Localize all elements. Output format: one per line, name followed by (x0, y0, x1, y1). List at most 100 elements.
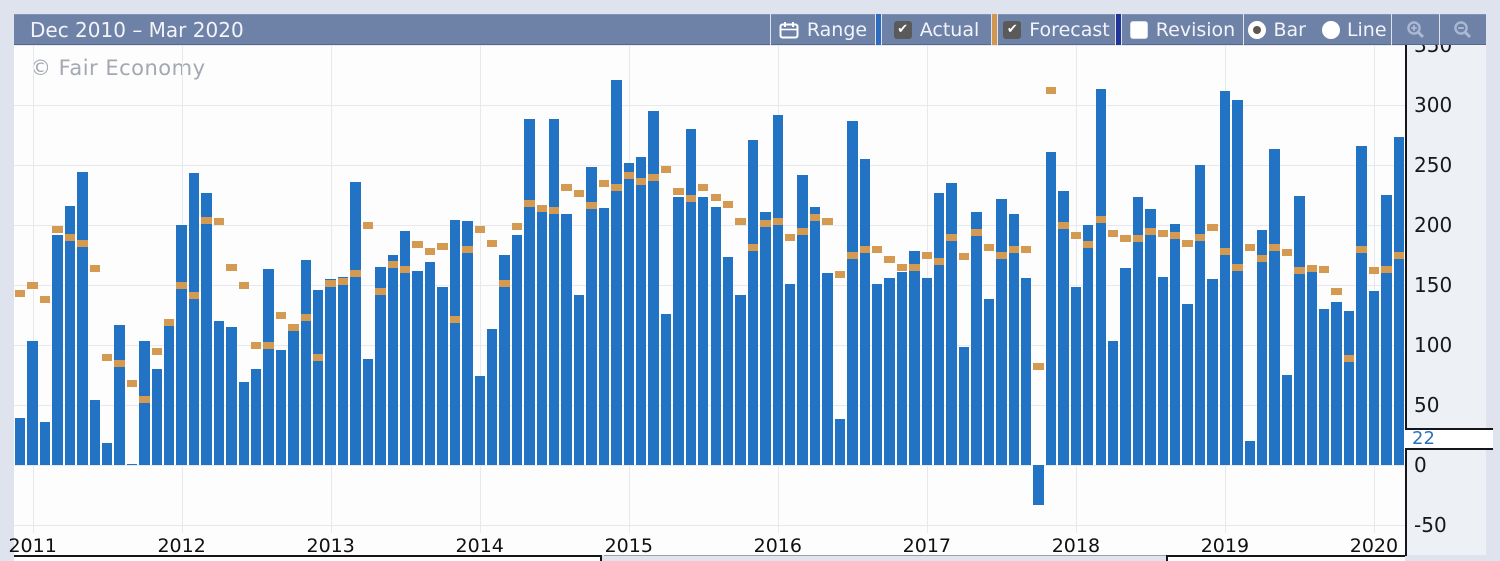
zoom-out-button[interactable] (1440, 14, 1486, 45)
zoom-in-icon (1405, 19, 1427, 41)
marker-forecast (1157, 229, 1168, 237)
marker-forecast (1319, 265, 1330, 273)
bar-actual (561, 214, 572, 465)
marker-forecast (300, 313, 312, 321)
bar-actual (1070, 287, 1082, 465)
bar-option-label: Bar (1273, 18, 1306, 41)
bar-actual (996, 198, 1007, 465)
marker-forecast (623, 172, 634, 180)
bar-actual (89, 400, 100, 465)
marker-forecast (648, 173, 659, 181)
actual-checkbox[interactable] (893, 20, 912, 39)
bar-actual (462, 221, 473, 465)
bar-actual (623, 162, 634, 465)
bar-actual (126, 463, 138, 465)
marker-forecast (1244, 244, 1255, 252)
gridline-vertical (479, 45, 481, 533)
marker-forecast (313, 353, 324, 361)
marker-forecast (834, 270, 846, 278)
marker-forecast (1256, 255, 1268, 263)
bar-actual (1182, 304, 1193, 465)
forecast-checkbox[interactable] (1003, 20, 1022, 39)
line-radio[interactable] (1321, 20, 1340, 39)
marker-forecast (1368, 267, 1380, 275)
bar-actual (834, 419, 846, 465)
bar-actual (387, 255, 398, 465)
marker-forecast (1269, 244, 1280, 252)
marker-forecast (760, 220, 771, 228)
bar-actual (350, 181, 361, 465)
bar-actual (760, 211, 771, 465)
marker-forecast (1381, 265, 1392, 273)
marker-forecast (188, 292, 200, 300)
bar-actual (884, 277, 895, 465)
bar-actual (1095, 89, 1106, 465)
bar-actual (635, 156, 647, 465)
marker-forecast (164, 318, 175, 326)
revision-toggle[interactable]: Revision (1122, 14, 1243, 45)
bottom-scroll-right-segment[interactable] (1166, 555, 1405, 561)
bar-actual (822, 273, 833, 465)
gridline-horizontal (14, 345, 1405, 346)
marker-forecast (611, 184, 622, 192)
marker-forecast (387, 261, 398, 269)
bar-actual (611, 79, 622, 465)
bar-actual (1083, 225, 1094, 465)
zoom-out-icon (1452, 19, 1474, 41)
bar-actual (238, 382, 249, 465)
bar-actual (337, 276, 349, 465)
bar-actual (983, 299, 995, 465)
forecast-toggle[interactable]: Forecast (998, 14, 1115, 45)
marker-forecast (151, 347, 163, 355)
marker-forecast (288, 323, 299, 331)
bar-actual (313, 289, 324, 465)
bar-actual (288, 328, 299, 465)
bar-actual (300, 259, 312, 465)
calendar-icon (779, 21, 799, 39)
x-axis-label: 2013 (306, 535, 355, 557)
y-axis-tick-label: 350 (1414, 45, 1453, 57)
bottom-scroll-track[interactable] (604, 555, 1166, 561)
marker-forecast (698, 184, 709, 192)
marker-forecast (1331, 287, 1342, 295)
revision-checkbox[interactable] (1129, 20, 1148, 39)
gridline-vertical (32, 45, 34, 533)
bar-actual (474, 376, 485, 465)
plot-area[interactable]: © Fair Economy 2011 2012 2013 2014 2015 2016 2… (8, 45, 1405, 557)
marker-forecast (437, 243, 448, 251)
bar-actual (1356, 145, 1367, 465)
marker-forecast (1095, 215, 1106, 223)
bar-mode-option[interactable]: Bar (1248, 19, 1306, 41)
marker-forecast (462, 245, 473, 253)
actual-toggle[interactable]: Actual (882, 14, 991, 45)
bar-actual (871, 283, 883, 465)
bar-actual (1045, 151, 1057, 465)
bar-actual (598, 208, 610, 465)
marker-forecast (1194, 233, 1206, 241)
bar-actual (1207, 279, 1218, 465)
bottom-scroll-left-segment[interactable] (14, 555, 602, 561)
bar-actual (1219, 90, 1231, 465)
bar-actual (698, 197, 709, 465)
bar-actual (524, 119, 535, 465)
bar-radio[interactable] (1248, 20, 1267, 39)
bar-actual (1244, 441, 1255, 465)
marker-forecast (275, 311, 287, 319)
bar-actual (114, 324, 125, 465)
bar-actual (101, 443, 113, 465)
line-mode-option[interactable]: Line (1321, 19, 1387, 41)
x-axis-label: 2014 (455, 535, 504, 557)
marker-forecast (871, 245, 883, 253)
bar-actual (27, 341, 38, 465)
bar-actual (201, 192, 212, 465)
bar-actual (176, 225, 187, 465)
range-button[interactable]: Range (771, 14, 875, 45)
x-axis-label: 2020 (1349, 535, 1399, 557)
zoom-in-button[interactable] (1392, 14, 1439, 45)
marker-forecast (536, 204, 548, 212)
marker-forecast (101, 353, 113, 361)
bar-actual (275, 349, 287, 465)
x-axis-label: 2012 (157, 535, 206, 557)
bar-actual (685, 129, 697, 465)
bar-actual (710, 207, 721, 465)
